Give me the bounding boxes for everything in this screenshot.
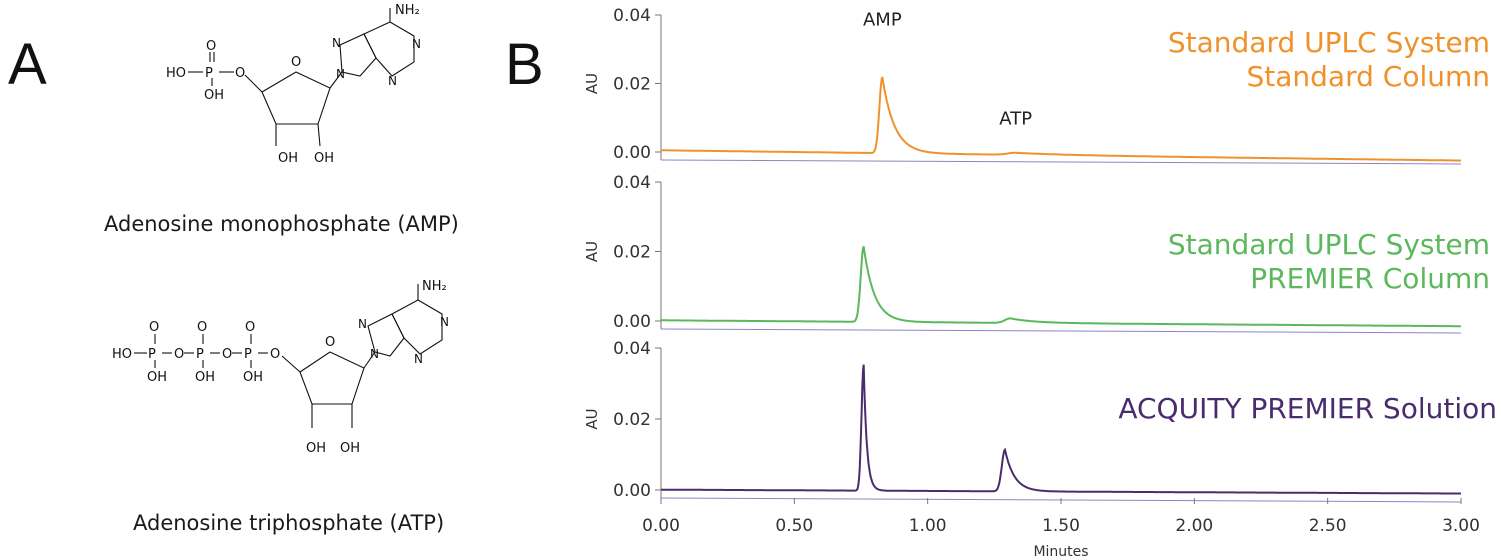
amp-oh-label: OH [204,88,224,103]
atp-o3-label: O [245,320,255,335]
series-label-line: Standard UPLC System [1168,26,1490,59]
reference-baseline [660,328,1462,334]
atp-n7-label: N [358,317,367,331]
y-tick-label: 0.00 [613,481,651,501]
atp-structure: HO P O OH O P O OH O P O OH O O OH OH [112,279,449,456]
atp-bridge1-label: O [174,347,184,362]
x-tick-label: 3.00 [1442,516,1480,536]
y-axis-label: AU [583,241,601,262]
atp-n3-label: N [414,352,423,366]
atp-ring-o-label: O [325,335,335,350]
amp-p-label: P [205,66,213,81]
atp-ester-label: O [270,347,280,362]
amp-n9-label: N [336,67,345,81]
y-axis-label: AU [583,408,601,429]
y-tick-label: 0.02 [613,243,651,263]
amp-oh-2-label: OH [278,151,298,166]
amp-caption: Adenosine monophosphate (AMP) [104,212,459,236]
series-label: Standard UPLC System Standard Column [1168,26,1490,93]
y-tick-label: 0.04 [613,173,651,193]
amp-o-ester-label: O [235,66,245,81]
series-label-line: Standard Column [1246,60,1490,93]
peak-label: AMP [863,9,902,30]
atp-oh4-label: OH [306,441,326,456]
series-label: Standard UPLC System PREMIER Column [1168,228,1490,295]
x-axis-label: Minutes [1033,544,1088,560]
series-label-line: PREMIER Column [1250,262,1490,295]
x-tick-label: 1.00 [909,516,947,536]
y-tick-label: 0.02 [613,410,651,430]
x-tick-label: 2.00 [1175,516,1213,536]
series-label: ACQUITY PREMIER Solution [1118,392,1497,425]
atp-nh2-label: NH₂ [422,279,447,294]
atp-ho-label: HO [112,347,132,362]
amp-ho-label: HO [166,66,186,81]
y-axis-label: AU [583,73,601,94]
amp-n7-label: N [332,36,341,50]
amp-o-top-label: O [206,39,216,54]
y-tick-label: 0.00 [613,312,651,332]
chromatogram-trace [661,76,1461,162]
y-tick-label: 0.02 [613,75,651,95]
x-tick-label: 1.50 [1042,516,1080,536]
series-label-line: Standard UPLC System [1168,228,1490,261]
atp-oh3-label: OH [243,370,263,385]
series-label-line: ACQUITY PREMIER Solution [1118,392,1497,425]
atp-n1-label: N [440,315,449,329]
amp-nh2-label: NH₂ [395,3,420,18]
atp-p2-label: P [196,347,204,362]
atp-p1-label: P [148,347,156,362]
atp-bridge2-label: O [222,347,232,362]
amp-ring-o-label: O [291,55,301,70]
x-tick-label: 0.00 [642,516,680,536]
y-tick-label: 0.00 [613,143,651,163]
amp-n1-label: N [412,37,421,51]
x-tick-label: 0.50 [775,516,813,536]
atp-o2-label: O [197,320,207,335]
amp-n3-label: N [388,74,397,88]
amp-oh-3-label: OH [314,151,334,166]
reference-baseline [660,159,1462,165]
atp-oh1-label: OH [147,370,167,385]
y-tick-label: 0.04 [613,339,651,359]
amp-structure: HO P O OH O O OH OH NH₂ N N N N [166,3,421,166]
y-tick-label: 0.04 [613,6,651,26]
molecule-structures: HO P O OH O O OH OH NH₂ N N N N HO P O [112,3,449,456]
chromatogram-trace [661,364,1462,495]
atp-caption: Adenosine triphosphate (ATP) [133,511,445,535]
peak-label: ATP [999,109,1032,130]
chromatogram-trace [661,246,1461,328]
atp-n9-label: N [370,347,379,361]
panel-a-label: A [8,32,47,97]
atp-o1-label: O [149,320,159,335]
atp-oh5-label: OH [340,441,360,456]
x-tick-label: 2.50 [1309,516,1347,536]
atp-oh2-label: OH [195,370,215,385]
panel-b-label: B [505,32,544,97]
atp-p3-label: P [244,347,252,362]
